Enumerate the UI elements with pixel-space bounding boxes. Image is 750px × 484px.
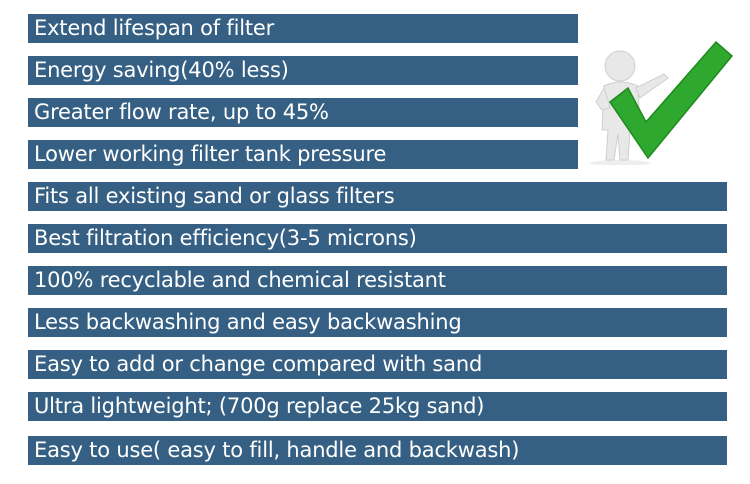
feature-item: 100% recyclable and chemical resistant: [28, 266, 727, 295]
feature-item: Energy saving(40% less): [28, 56, 578, 85]
feature-item: Fits all existing sand or glass filters: [28, 182, 727, 211]
feature-item: Ultra lightweight; (700g replace 25kg sa…: [28, 392, 727, 421]
feature-item: Extend lifespan of filter: [28, 14, 578, 43]
person-with-checkmark-icon: [590, 40, 734, 165]
feature-item: Easy to add or change compared with sand: [28, 350, 727, 379]
feature-item: Best filtration efficiency(3-5 microns): [28, 224, 727, 253]
feature-item: Greater flow rate, up to 45%: [28, 98, 578, 127]
green-checkmark-icon: [608, 40, 734, 160]
feature-item: Easy to use( easy to fill, handle and ba…: [28, 436, 727, 465]
feature-item: Lower working filter tank pressure: [28, 140, 578, 169]
shadow: [590, 160, 650, 165]
feature-item: Less backwashing and easy backwashing: [28, 308, 727, 337]
